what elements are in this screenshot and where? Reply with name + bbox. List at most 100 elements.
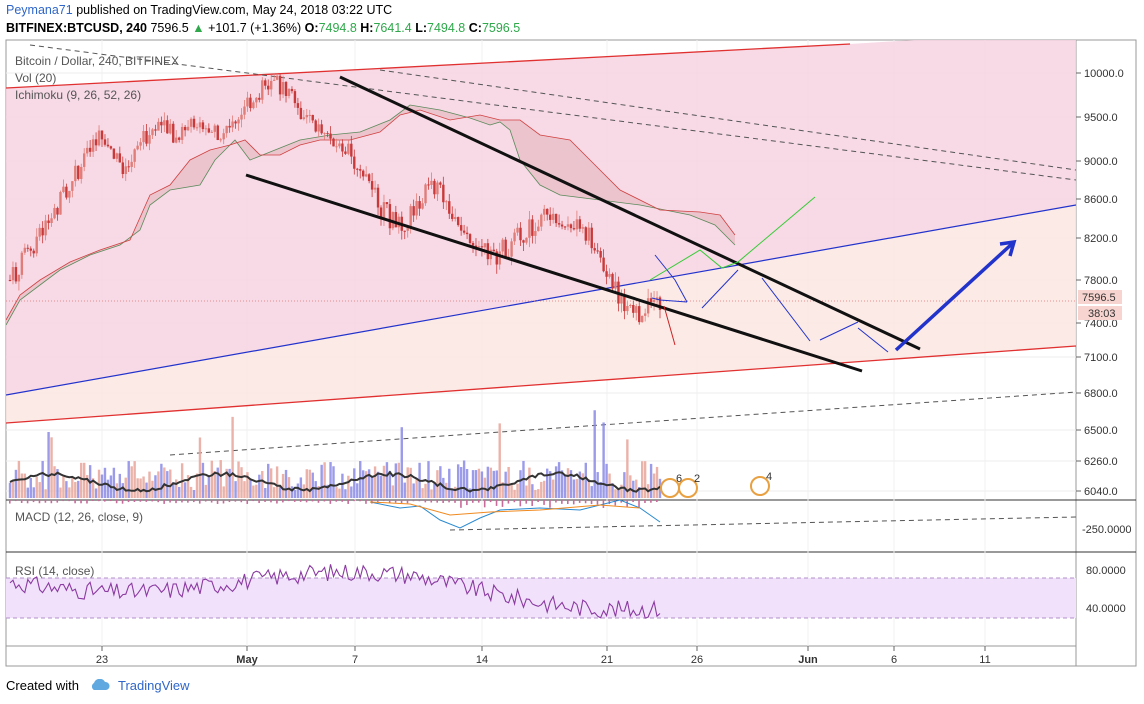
macd-hist-bar [157, 500, 160, 503]
volume-bar [267, 463, 270, 498]
price-tick-label: 9500.0 [1084, 112, 1118, 124]
volume-bar [281, 473, 285, 498]
volume-bar [77, 480, 80, 498]
volume-bar [100, 474, 104, 498]
candle-body [427, 184, 430, 186]
volume-bar [367, 469, 371, 498]
candle-body [148, 135, 151, 144]
macd-hist-bar [543, 500, 545, 505]
volume-bar [548, 471, 552, 498]
macd-hist-bar [400, 500, 403, 504]
volume-bar [344, 489, 347, 498]
macd-signal-line [369, 501, 641, 516]
event-badge-3-icon[interactable] [750, 476, 770, 496]
volume-bar [578, 471, 582, 498]
volume-bar [406, 467, 409, 498]
volume-bar [572, 479, 576, 498]
volume-bar [338, 488, 341, 498]
rsi-line [9, 564, 661, 619]
macd-hist-bar [20, 500, 23, 503]
candle-body [626, 305, 629, 312]
tradingview-link[interactable]: TradingView [118, 678, 190, 693]
volume-bar [213, 470, 216, 498]
volume-bar [41, 460, 44, 498]
candle-body [338, 143, 341, 147]
macd-hist-bar [103, 500, 106, 502]
candle-body [299, 107, 303, 120]
candle-body [353, 156, 356, 169]
candle-body [177, 137, 181, 140]
candle-body [397, 216, 401, 228]
macd-hist-bar [489, 500, 492, 503]
candle-body [347, 143, 350, 154]
volume-bar [71, 476, 74, 498]
candle-body [465, 232, 469, 235]
macd-hist-bar [519, 500, 522, 507]
volume-bar [261, 471, 264, 498]
volume-bar [620, 484, 623, 498]
candle-body [255, 97, 258, 103]
candle-body [448, 201, 451, 214]
candle-body [403, 230, 406, 232]
candle-body [658, 297, 662, 310]
volume-bar [308, 469, 311, 498]
event-badges[interactable]: 6 2 4 [660, 471, 772, 498]
volume-bar [323, 462, 326, 498]
open-value: 7494.8 [318, 21, 357, 35]
volume-bar [424, 483, 427, 498]
time-axis[interactable]: 23 May 7 14 21 26 Jun 6 11 [96, 646, 991, 666]
volume-bar [305, 469, 309, 498]
candle-body [284, 82, 288, 96]
macd-hist-bar [145, 500, 148, 502]
volume-bar [68, 487, 71, 498]
low-label: L: [415, 21, 428, 35]
dashed-support [169, 391, 1076, 456]
candle-body [201, 122, 205, 130]
volume-bar [264, 488, 267, 498]
volume-bar [249, 478, 252, 498]
candle-body [649, 298, 653, 303]
macd-hist-bar [80, 500, 82, 504]
candle-body [275, 75, 279, 80]
candle-body [572, 228, 576, 230]
volume-bar [130, 466, 133, 498]
volume-ma-line [9, 470, 661, 493]
close-value: 7596.5 [481, 21, 521, 35]
candle-body [97, 130, 101, 146]
volume-bar [198, 437, 202, 498]
macd-hist-bar [406, 500, 409, 504]
volume-bar [192, 489, 196, 498]
candle-body [219, 139, 222, 141]
volume-bar [581, 473, 585, 498]
candle-body [50, 218, 53, 224]
candle-body [258, 97, 261, 100]
volume-bar [80, 462, 83, 498]
volume-bar [243, 481, 246, 498]
price-axis[interactable]: 10000.0 9500.0 9000.0 8600.0 8200.0 7800.0 740… [1076, 68, 1124, 498]
macd-hist-bar [472, 500, 474, 503]
projection-blue-5 [819, 321, 859, 341]
candle-body [222, 133, 225, 140]
macd-hist-bar [477, 500, 480, 503]
candle-body [638, 306, 641, 323]
candle-body [498, 251, 501, 265]
candle-body [305, 114, 309, 118]
macd-hist-bar [436, 500, 438, 503]
candle-body [439, 182, 442, 185]
author-link[interactable]: Peymana71 [6, 3, 73, 17]
candle-body [154, 129, 157, 131]
volume-bar [605, 463, 608, 498]
volume-bar [525, 485, 528, 498]
macd-hist-bar [258, 500, 260, 504]
volume-bar [32, 487, 35, 498]
macd-hist-bar [311, 500, 314, 502]
candle-body [620, 295, 623, 304]
candle-body [41, 227, 44, 236]
volume-bar [189, 486, 193, 498]
volume-bar [361, 470, 365, 498]
event-badge-2-icon[interactable] [678, 478, 698, 498]
candle-body [569, 224, 573, 229]
volume-bar [293, 489, 297, 498]
volume-bar [255, 484, 258, 498]
